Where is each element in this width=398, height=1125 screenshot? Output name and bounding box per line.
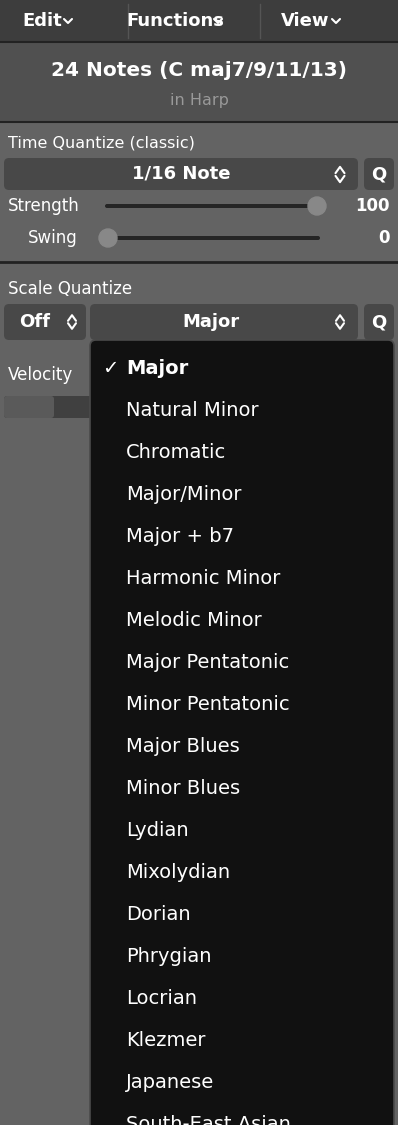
FancyBboxPatch shape	[4, 396, 114, 418]
Text: Scale Quantize: Scale Quantize	[8, 280, 132, 298]
Text: Minor Pentatonic: Minor Pentatonic	[126, 695, 290, 714]
Text: 24 Notes (C maj7/9/11/13): 24 Notes (C maj7/9/11/13)	[51, 61, 347, 80]
FancyBboxPatch shape	[90, 340, 394, 1125]
Text: Q: Q	[371, 165, 386, 183]
Text: Major Blues: Major Blues	[126, 738, 240, 756]
Text: Swing: Swing	[28, 229, 78, 248]
Text: in Harp: in Harp	[170, 92, 228, 108]
Text: Mixolydian: Mixolydian	[126, 864, 230, 882]
Text: Q: Q	[371, 313, 386, 331]
Text: Lydian: Lydian	[126, 821, 189, 840]
Text: Major: Major	[182, 313, 239, 331]
Text: Time Quantize (classic): Time Quantize (classic)	[8, 136, 195, 151]
Text: Natural Minor: Natural Minor	[126, 402, 259, 421]
Text: Major + b7: Major + b7	[126, 528, 234, 547]
Text: Edit: Edit	[22, 12, 62, 30]
Text: Melodic Minor: Melodic Minor	[126, 612, 262, 630]
FancyBboxPatch shape	[90, 304, 358, 340]
Text: Functions: Functions	[126, 12, 224, 30]
Text: Chromatic: Chromatic	[126, 443, 226, 462]
FancyBboxPatch shape	[4, 158, 358, 190]
FancyBboxPatch shape	[364, 158, 394, 190]
Text: ✓: ✓	[102, 360, 118, 378]
FancyBboxPatch shape	[4, 304, 86, 340]
Text: Dorian: Dorian	[126, 906, 191, 925]
Text: Locrian: Locrian	[126, 990, 197, 1008]
Bar	[0, 0, 398, 42]
Text: Velocity: Velocity	[8, 366, 73, 384]
Text: Minor Blues: Minor Blues	[126, 780, 240, 799]
FancyBboxPatch shape	[364, 304, 394, 340]
Text: 100: 100	[355, 197, 390, 215]
FancyBboxPatch shape	[105, 204, 320, 208]
Text: South-East Asian: South-East Asian	[126, 1116, 291, 1125]
Text: Major: Major	[126, 360, 188, 378]
Text: View: View	[281, 12, 329, 30]
Circle shape	[308, 197, 326, 215]
Text: Major/Minor: Major/Minor	[126, 486, 242, 504]
FancyBboxPatch shape	[4, 396, 54, 418]
Text: Klezmer: Klezmer	[126, 1032, 205, 1051]
Text: Japanese: Japanese	[126, 1073, 214, 1092]
Text: 0: 0	[378, 229, 390, 248]
Text: Phrygian: Phrygian	[126, 947, 211, 966]
Text: Off: Off	[19, 313, 50, 331]
Text: Strength: Strength	[8, 197, 80, 215]
Bar	[0, 42, 398, 122]
FancyBboxPatch shape	[105, 236, 320, 240]
Text: 1/16 Note: 1/16 Note	[132, 165, 230, 183]
Circle shape	[99, 229, 117, 248]
Text: Major Pentatonic: Major Pentatonic	[126, 654, 289, 673]
Text: Harmonic Minor: Harmonic Minor	[126, 569, 280, 588]
